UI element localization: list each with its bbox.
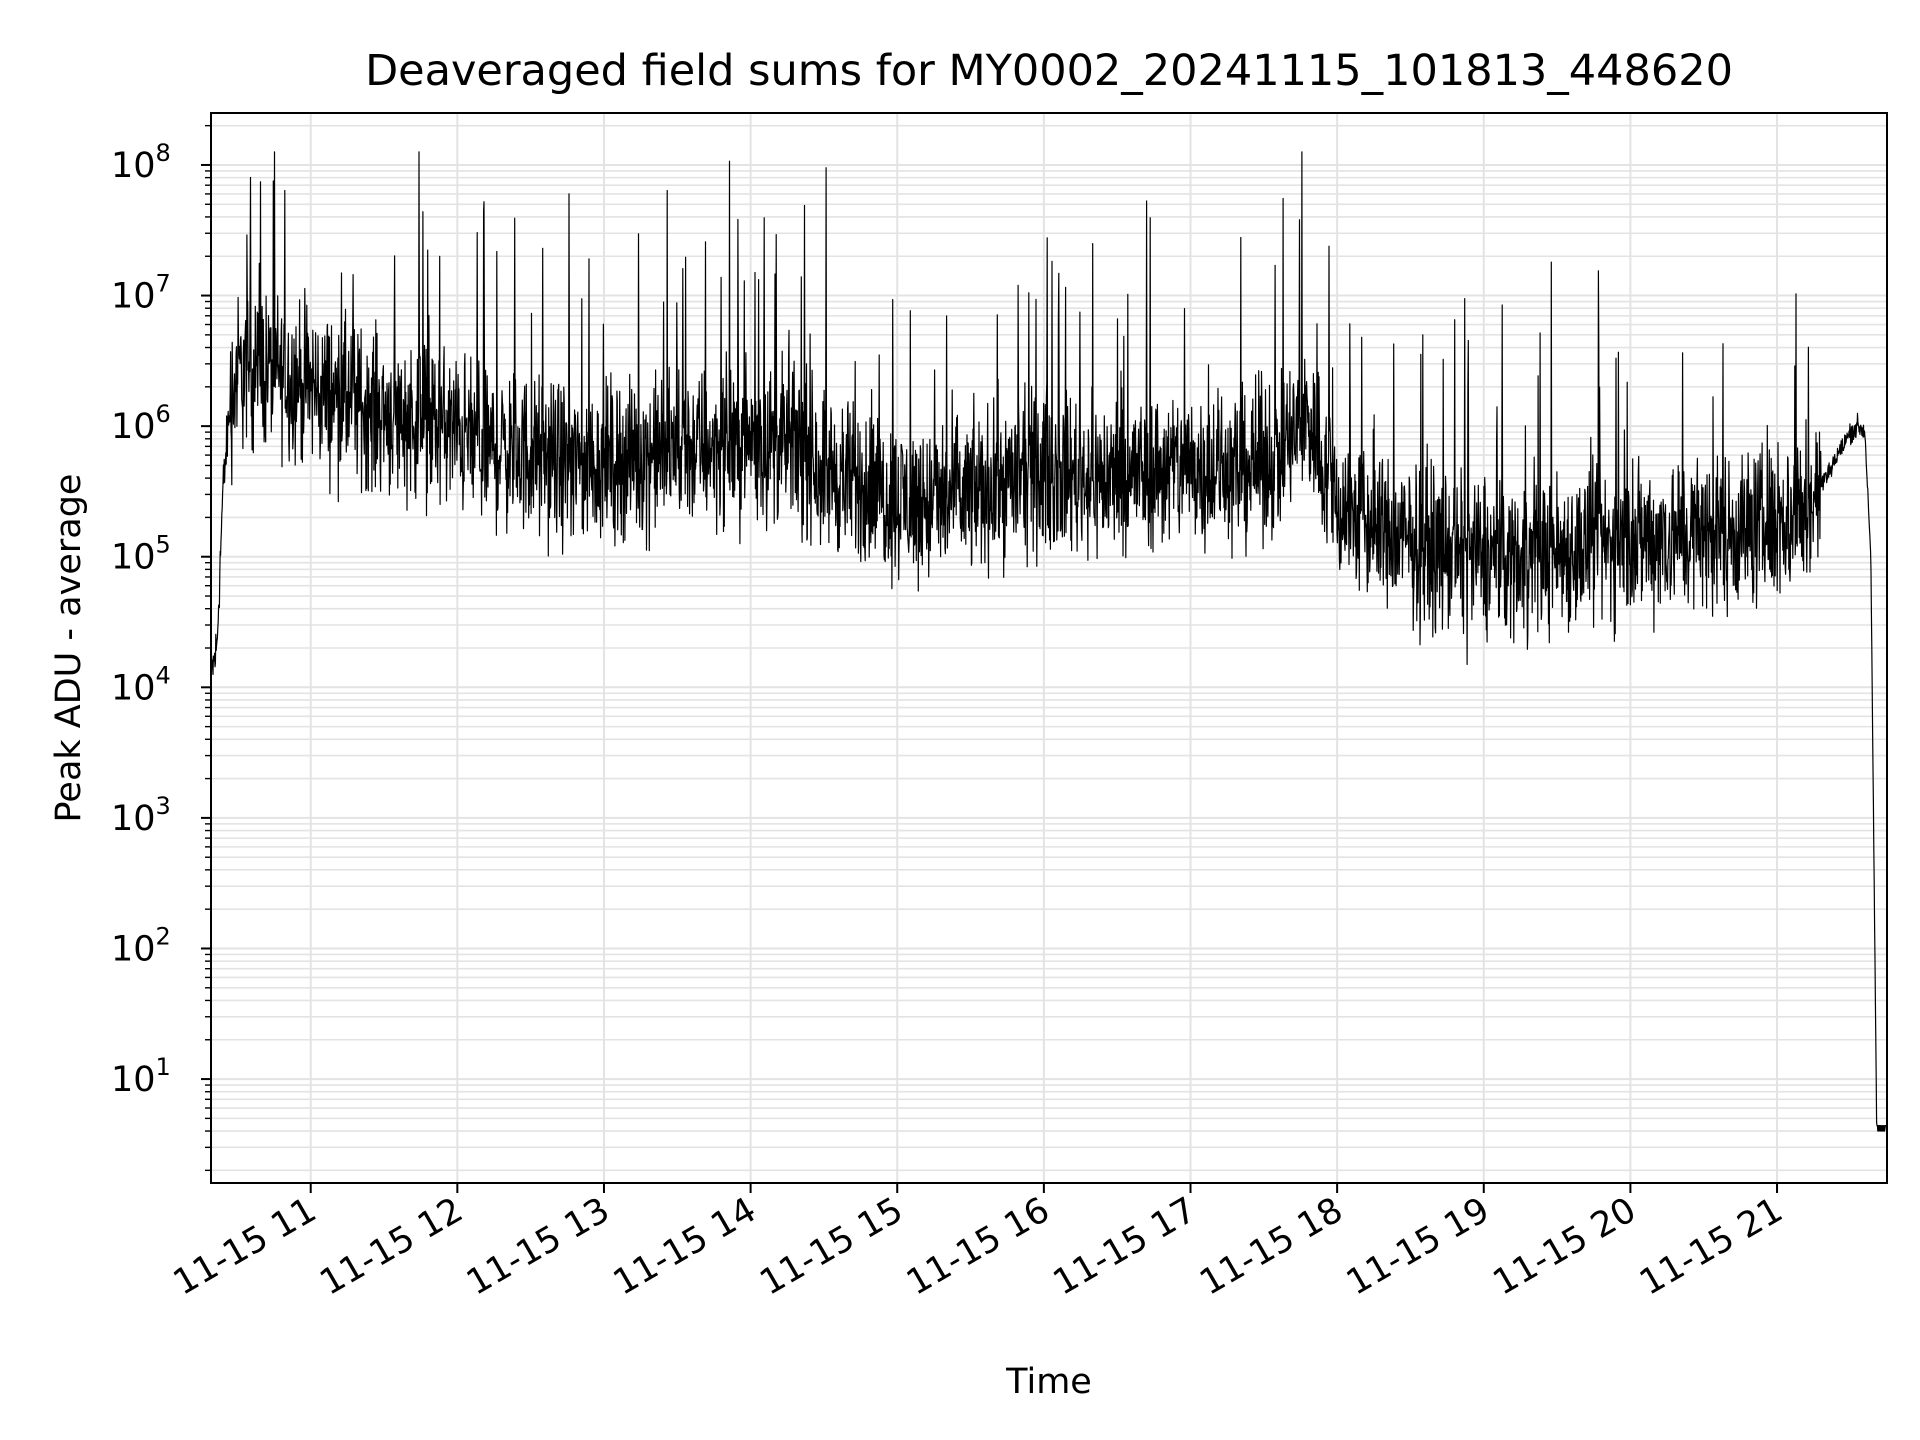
grid-lines [211,113,1887,1183]
y-tick-label: 106 [111,400,171,447]
y-tick-label: 102 [111,922,171,969]
series-line [210,151,1888,1132]
y-tick-label: 103 [111,792,171,839]
y-tick-label: 101 [111,1053,171,1100]
y-tick-label: 108 [111,139,171,186]
data-series [210,151,1888,1132]
y-axis-label: Peak ADU - average [49,474,89,823]
y-tick-label: 104 [111,661,171,708]
x-axis-label: Time [1005,1362,1092,1402]
y-tick-label: 107 [111,270,171,317]
y-tick-label: 105 [111,531,171,578]
chart-title: Deaveraged field sums for MY0002_2024111… [365,46,1733,96]
